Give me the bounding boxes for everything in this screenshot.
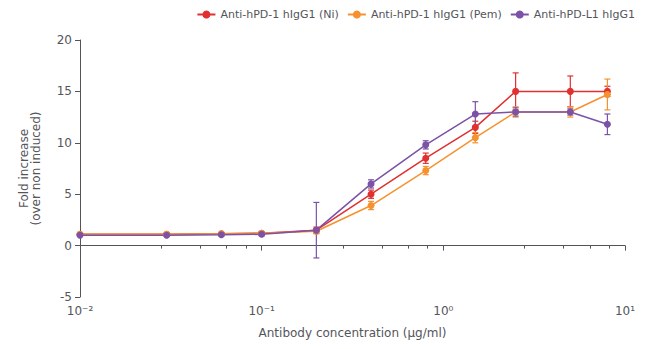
svg-text:10⁻²: 10⁻² <box>67 304 94 318</box>
svg-text:0: 0 <box>64 239 72 253</box>
svg-text:Anti-hPD-1 hIgG1 (Pem): Anti-hPD-1 hIgG1 (Pem) <box>371 8 502 21</box>
svg-text:Anti-hPD-L1 hIgG1: Anti-hPD-L1 hIgG1 <box>534 8 635 21</box>
svg-text:10¹: 10¹ <box>615 304 635 318</box>
svg-text:Fold increase: Fold increase <box>17 128 31 209</box>
svg-text:20: 20 <box>57 33 72 47</box>
svg-text:Anti-hPD-1 hIgG1 (Ni): Anti-hPD-1 hIgG1 (Ni) <box>220 8 338 21</box>
svg-text:10⁰: 10⁰ <box>433 304 453 318</box>
svg-text:15: 15 <box>57 84 72 98</box>
svg-text:Antibody concentration (μg/ml): Antibody concentration (μg/ml) <box>259 326 447 340</box>
svg-text:10: 10 <box>57 136 72 150</box>
svg-text:-5: -5 <box>60 290 72 304</box>
svg-text:5: 5 <box>64 187 72 201</box>
svg-text:10⁻¹: 10⁻¹ <box>248 304 275 318</box>
svg-text:(over non induced): (over non induced) <box>29 111 43 225</box>
